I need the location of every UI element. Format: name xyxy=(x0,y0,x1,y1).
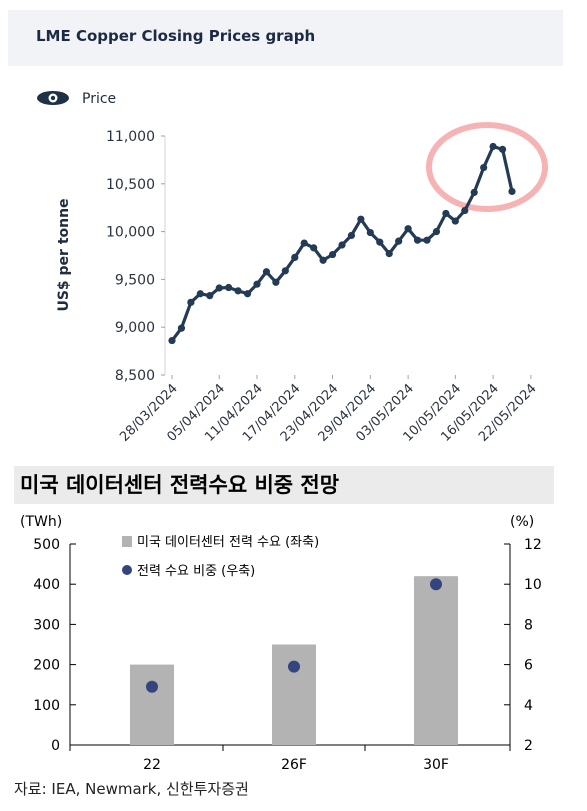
left-tick-label: 0 xyxy=(51,738,60,754)
category-label: 30F xyxy=(423,757,449,773)
eye-icon xyxy=(37,91,69,105)
price-point xyxy=(253,280,261,288)
legend-dot-swatch xyxy=(122,565,132,575)
price-point xyxy=(489,142,497,151)
share-point xyxy=(430,578,442,591)
price-point xyxy=(168,336,176,345)
y-tick-label: 8,500 xyxy=(115,368,155,384)
y-tick-label: 9,500 xyxy=(115,272,155,288)
price-point xyxy=(498,145,507,153)
price-point xyxy=(395,237,403,245)
demand-bar xyxy=(414,576,458,745)
price-point xyxy=(423,236,431,244)
price-point xyxy=(508,187,516,196)
category-label: 26F xyxy=(281,757,307,773)
y-tick-label: 9,000 xyxy=(115,320,155,336)
price-point xyxy=(357,215,365,223)
left-axis-unit: (TWh) xyxy=(20,514,62,530)
price-point xyxy=(225,283,233,292)
price-point xyxy=(243,290,252,298)
price-point xyxy=(461,206,469,215)
left-tick-label: 400 xyxy=(33,577,60,593)
price-point xyxy=(291,253,299,262)
price-point xyxy=(376,238,384,246)
price-point xyxy=(451,217,459,225)
y-tick-label: 11,000 xyxy=(106,129,155,145)
copper-price-panel: LME Copper Closing Prices graph xyxy=(8,10,563,66)
chart-title: LME Copper Closing Prices graph xyxy=(36,27,316,45)
right-tick-label: 2 xyxy=(524,738,533,754)
price-point xyxy=(470,188,478,197)
price-point xyxy=(442,209,450,218)
right-tick-label: 12 xyxy=(524,537,542,553)
demand-bar xyxy=(272,644,316,745)
price-point xyxy=(413,236,422,244)
left-tick-label: 500 xyxy=(33,537,60,553)
y-axis-label: US$ per tonne xyxy=(56,198,72,311)
highlight-circle xyxy=(426,122,548,212)
category-label: 22 xyxy=(143,757,161,773)
price-point xyxy=(300,239,308,247)
price-point xyxy=(310,244,318,252)
left-tick-label: 300 xyxy=(33,617,60,633)
legend-bar-label: 미국 데이터센터 전력 수요 (좌축) xyxy=(137,535,319,550)
legend-bar-swatch xyxy=(122,536,132,547)
copper-price-chart: Price 8,500 9,000 9,500 10,000 10,500 11,000 US… xyxy=(37,91,548,445)
demand-bar xyxy=(130,664,174,745)
y-tick-label: 10,000 xyxy=(106,225,155,241)
left-tick-label: 200 xyxy=(33,658,60,674)
price-point xyxy=(347,231,356,240)
price-point xyxy=(177,324,186,332)
right-axis-unit: (%) xyxy=(510,514,534,530)
legend-dot-label: 전력 수요 비중 (우축) xyxy=(137,564,255,579)
share-point xyxy=(288,660,300,673)
price-point xyxy=(187,298,195,306)
right-tick-label: 10 xyxy=(524,577,542,593)
price-point xyxy=(281,267,289,275)
price-point xyxy=(215,284,223,292)
share-point xyxy=(146,680,158,693)
y-tick-label: 10,500 xyxy=(106,177,155,193)
right-tick-label: 6 xyxy=(524,658,533,674)
price-point xyxy=(234,287,242,295)
right-tick-label: 8 xyxy=(524,617,533,633)
datacenter-chart-title: 미국 데이터센터 전력수요 비중 전망 xyxy=(14,466,554,504)
price-point xyxy=(480,163,488,172)
price-point xyxy=(319,256,327,264)
source-note: 자료: IEA, Newmark, 신한투자증권 xyxy=(14,780,249,798)
price-point xyxy=(338,241,346,249)
chart-header: LME Copper Closing Prices graph xyxy=(8,10,563,66)
price-point xyxy=(404,225,412,233)
price-point xyxy=(432,228,441,236)
price-point xyxy=(328,250,337,259)
price-point xyxy=(196,290,204,298)
price-point xyxy=(272,278,280,286)
price-point xyxy=(385,249,393,258)
price-point xyxy=(262,268,271,276)
price-point xyxy=(206,292,214,300)
legend-label: Price xyxy=(82,91,116,107)
right-tick-label: 4 xyxy=(524,698,533,714)
left-tick-label: 100 xyxy=(33,698,60,714)
price-point xyxy=(366,228,374,237)
